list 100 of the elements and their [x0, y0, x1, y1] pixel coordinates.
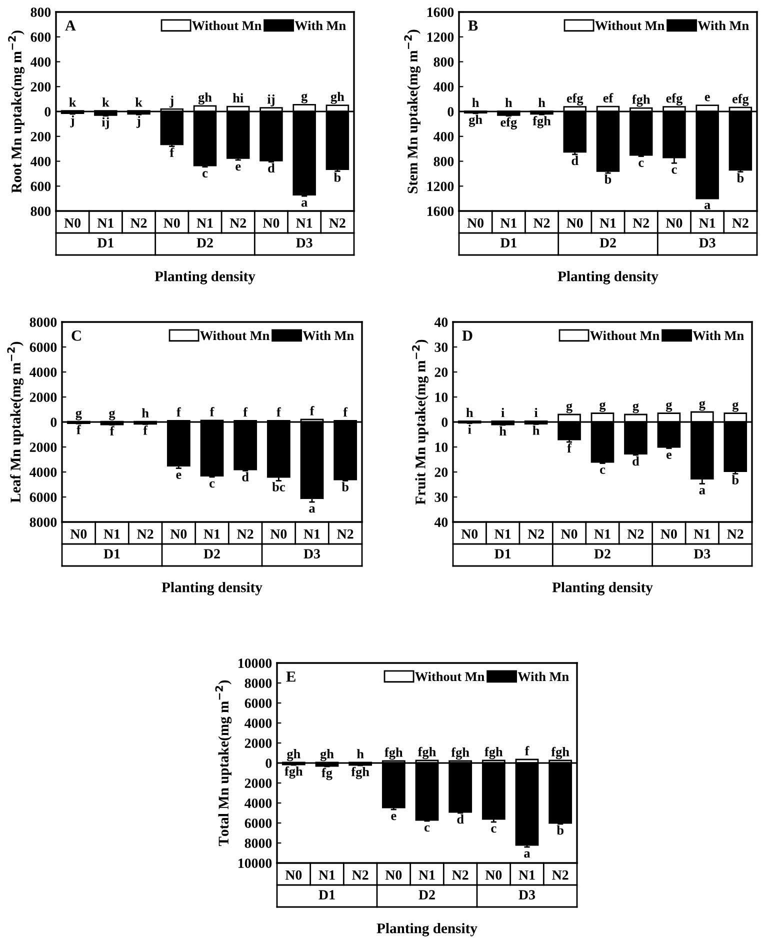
data-label: b — [736, 173, 744, 182]
x-tick-label: N1 — [318, 870, 335, 880]
x-tick-label: N2 — [628, 529, 644, 539]
y-tick-label: 6000 — [30, 342, 57, 352]
y-tick-label: 0 — [44, 107, 51, 116]
x-tick-label: N0 — [263, 218, 280, 228]
data-label: c — [424, 825, 430, 832]
y-tick-label: 6000 — [244, 818, 272, 828]
y-tick-label: 10000 — [238, 858, 272, 868]
chart-title: C — [72, 330, 81, 341]
y-tick-label: 8000 — [30, 518, 57, 527]
data-label: efg — [666, 93, 683, 106]
y-tick-label: 400 — [30, 156, 51, 166]
text: D2 — [594, 549, 610, 558]
y-tick-label: 1200 — [427, 32, 454, 42]
x-tick-label: N0 — [64, 218, 81, 228]
data-label: e — [176, 472, 182, 479]
data-label: d — [242, 472, 249, 482]
y-tick-label: 4000 — [244, 798, 272, 808]
y-axis-title: Leaf Mn uptake(mg m$^{−2}$) — [7, 342, 24, 503]
y-tick-label: 400 — [433, 82, 454, 92]
text: D2 — [418, 890, 435, 900]
data-label: f — [110, 426, 114, 436]
data-label: a — [524, 851, 530, 858]
data-label: c — [491, 826, 496, 833]
y-axis-title: Fruit Mn uptake(mg m$^{−2}$) — [412, 340, 428, 505]
data-label: b — [334, 172, 341, 182]
data-label: k — [69, 98, 76, 107]
chart-title: E — [286, 672, 296, 682]
data-label: f — [524, 746, 530, 756]
data-label: c — [210, 481, 215, 488]
text: D1 — [494, 549, 511, 558]
legend-label: With Mn — [518, 672, 569, 682]
data-label: c — [672, 167, 677, 174]
y-axis-title: Total Mn uptake(mg m$^{−2}$) — [215, 680, 232, 846]
data-label: g — [699, 400, 706, 411]
y-tick-label: 4000 — [30, 368, 57, 377]
data-label: ij — [102, 117, 109, 130]
data-label: h — [142, 408, 149, 418]
data-label: f — [310, 406, 314, 416]
x-tick-label: N0 — [285, 870, 302, 880]
data-label: fgh — [484, 746, 503, 760]
data-label: f — [170, 148, 174, 157]
data-label: f — [143, 426, 148, 435]
y-tick-label: 1600 — [427, 8, 454, 17]
data-label: c — [638, 160, 644, 167]
x-tick-label: N2 — [130, 218, 147, 228]
x-tick-label: N0 — [164, 218, 180, 228]
data-label: a — [699, 488, 706, 494]
y-tick-label: 8000 — [30, 318, 57, 327]
y-tick-label: 20 — [434, 368, 448, 377]
data-label: fgh — [532, 116, 551, 128]
y-tick-label: 200 — [30, 82, 51, 92]
text: D2 — [204, 549, 220, 558]
x-tick-label: N2 — [534, 218, 550, 228]
data-label: i — [501, 408, 504, 418]
data-label: f — [343, 407, 348, 417]
x-tick-label: N2 — [528, 529, 544, 539]
data-label: g — [600, 402, 606, 412]
data-label: fgh — [384, 747, 403, 760]
legend-label: With Mn — [692, 330, 744, 340]
data-label: fgh — [351, 766, 370, 780]
x-tick-label: N1 — [500, 218, 516, 228]
y-tick-label: 600 — [30, 32, 51, 42]
data-label: gh — [320, 749, 334, 762]
x-tick-label: N1 — [196, 218, 213, 228]
chart-title: D — [462, 330, 472, 341]
x-axis-title: Planting density — [376, 923, 478, 936]
x-tick-label: N1 — [699, 218, 716, 228]
data-label: h — [532, 426, 540, 435]
x-tick-label: N1 — [296, 218, 312, 228]
data-label: a — [309, 506, 316, 513]
data-label: e — [704, 94, 710, 102]
data-label: b — [604, 174, 612, 184]
y-tick-label: 8000 — [244, 678, 272, 688]
data-label: efg — [732, 94, 749, 106]
data-label: h — [466, 408, 474, 418]
data-label: fgh — [632, 94, 650, 107]
x-tick-label: N0 — [170, 529, 187, 539]
text: D1 — [500, 238, 516, 248]
y-tick-label: 600 — [30, 182, 51, 192]
legend-label: With Mn — [294, 20, 346, 30]
data-label: fgh — [418, 746, 436, 760]
legend-label: Without Mn — [192, 20, 262, 30]
data-label: b — [556, 825, 564, 835]
x-tick-label: N0 — [485, 870, 502, 880]
y-tick-label: 1200 — [427, 182, 454, 192]
data-label: d — [268, 163, 275, 173]
x-tick-label: N0 — [385, 870, 402, 880]
data-label: j — [170, 96, 174, 108]
data-label: gh — [468, 114, 482, 127]
data-label: h — [472, 98, 480, 107]
x-tick-label: N2 — [452, 870, 468, 880]
data-label: gh — [330, 92, 344, 104]
data-label: g — [301, 94, 308, 104]
data-label: i — [534, 408, 538, 418]
chart-title: B — [468, 20, 478, 31]
data-label: e — [666, 452, 672, 459]
data-label: g — [632, 403, 639, 414]
x-tick-label: N2 — [329, 218, 346, 228]
